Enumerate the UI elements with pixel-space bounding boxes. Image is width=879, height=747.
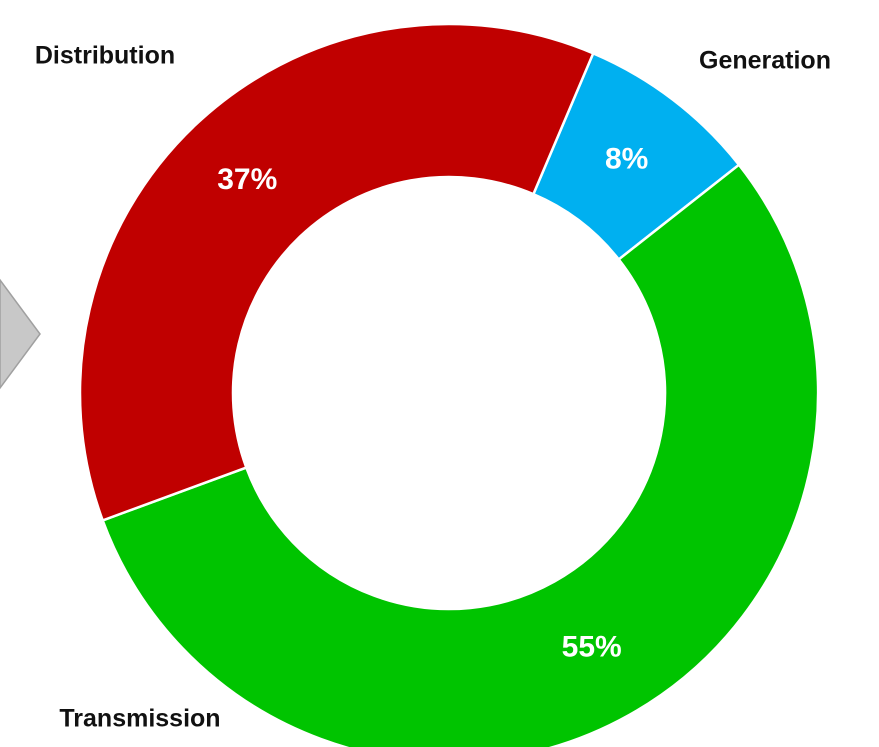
value-label: 8% <box>605 143 648 176</box>
value-label: 37% <box>217 163 277 196</box>
category-label: Transmission <box>59 705 220 733</box>
donut-segment <box>78 22 595 523</box>
donut-segment <box>101 163 820 747</box>
arrow-shape <box>0 278 41 390</box>
category-label: Generation <box>699 47 831 75</box>
value-label: 55% <box>562 630 622 663</box>
category-label: Distribution <box>35 42 175 70</box>
